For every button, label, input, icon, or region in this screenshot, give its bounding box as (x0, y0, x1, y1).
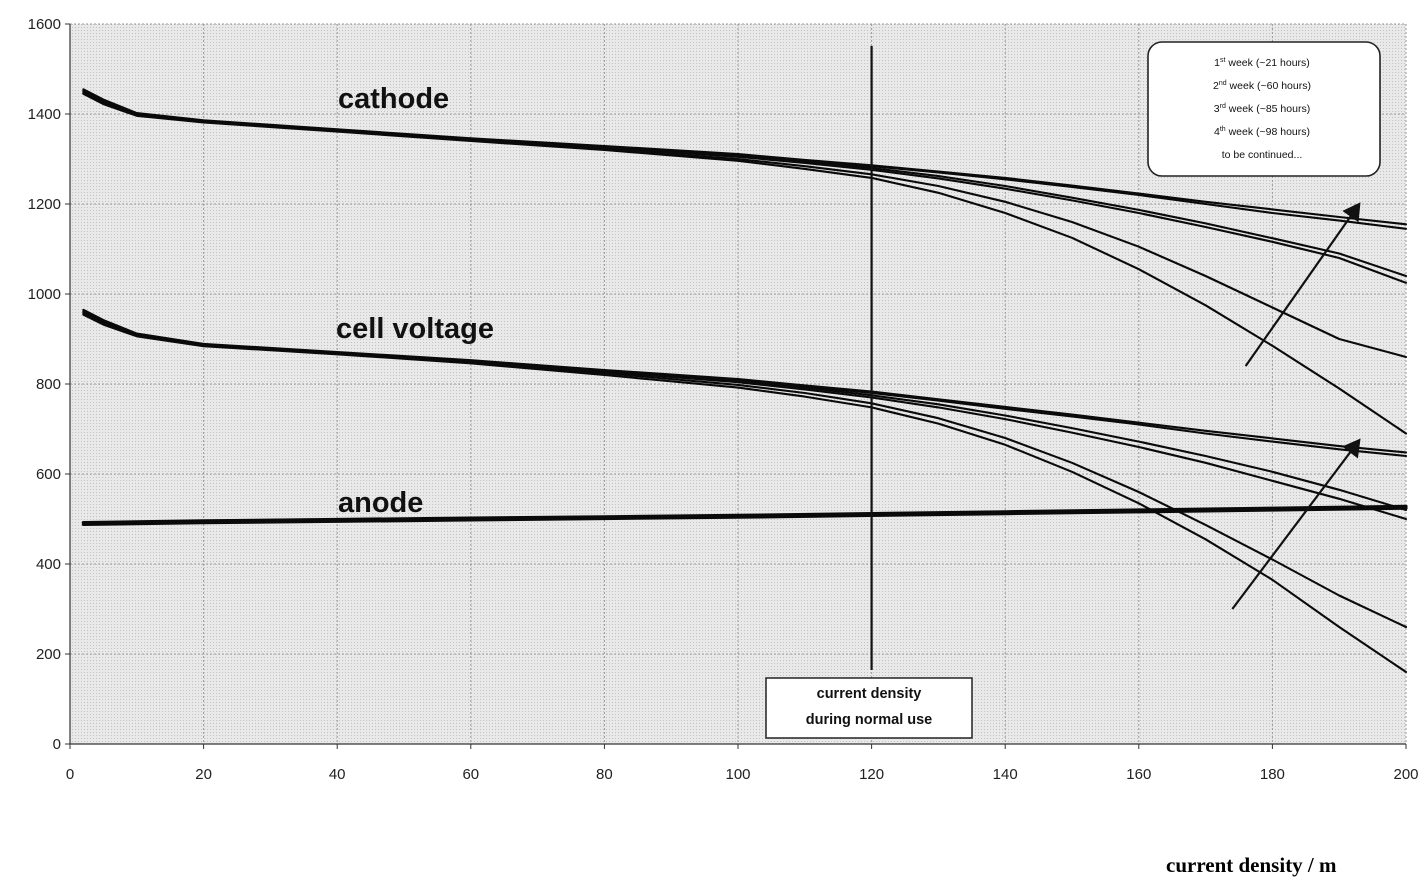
series-line-cell-voltage-12 (82, 313, 1408, 674)
legend-entry-week-1: 1st week (~21 hours) (1214, 57, 1310, 69)
y-tick-label: 1000 (28, 286, 61, 303)
x-axis-title: current density / m (1166, 853, 1337, 877)
legend-entry-week-3: 3rd week (~85 hours) (1214, 103, 1310, 115)
legend-entry-continued: to be continued... (1222, 149, 1303, 161)
normal-use-annotation: current density during normal use (765, 46, 973, 739)
grid (69, 23, 1407, 745)
legend-box (1147, 41, 1381, 177)
y-tick-label: 1400 (28, 106, 61, 123)
x-tick-label: 180 (1260, 766, 1285, 783)
y-tick-label: 400 (36, 556, 61, 573)
axes: 0 20 40 60 80 100 120 140 160 180 200 0 200 400 600 800… (28, 16, 1419, 783)
legend-entry-week-4: 4th week (~98 hours) (1214, 126, 1310, 138)
trend-arrow-1 (1244, 202, 1361, 367)
series-group (81, 88, 1408, 674)
y-tick-label: 1200 (28, 196, 61, 213)
curve-label-cell-voltage: cell voltage (336, 313, 494, 345)
x-tick-label: 0 (66, 766, 74, 783)
trend-arrows (1231, 202, 1361, 610)
annotation-line-1: current density (817, 686, 922, 702)
curve-label-anode: anode (338, 487, 423, 519)
annotation-line-2: during normal use (806, 712, 933, 728)
curve-label-cathode: cathode (338, 83, 449, 115)
x-tick-label: 20 (195, 766, 212, 783)
y-tick-label: 800 (36, 376, 61, 393)
y-tick-label: 1600 (28, 16, 61, 33)
annotation-box (765, 677, 973, 739)
series-line-anode-14 (81, 504, 1408, 525)
x-tick-label: 60 (462, 766, 479, 783)
series-line-anode-13 (81, 506, 1408, 527)
y-tick-label: 0 (53, 736, 61, 753)
legend-entry-week-2: 2nd week (~60 hours) (1213, 80, 1311, 92)
x-tick-label: 140 (993, 766, 1018, 783)
x-tick-label: 80 (596, 766, 613, 783)
x-tick-label: 40 (329, 766, 346, 783)
x-tick-label: 160 (1126, 766, 1151, 783)
series-line-cathode-6 (82, 92, 1408, 435)
y-tick-label: 200 (36, 646, 61, 663)
y-tick-label: 600 (36, 466, 61, 483)
x-tick-label: 200 (1393, 766, 1418, 783)
x-tick-label: 120 (859, 766, 884, 783)
trend-arrow-2 (1231, 438, 1361, 610)
legend: 1st week (~21 hours) 2nd week (~60 hours… (1147, 41, 1381, 177)
x-tick-label: 100 (725, 766, 750, 783)
